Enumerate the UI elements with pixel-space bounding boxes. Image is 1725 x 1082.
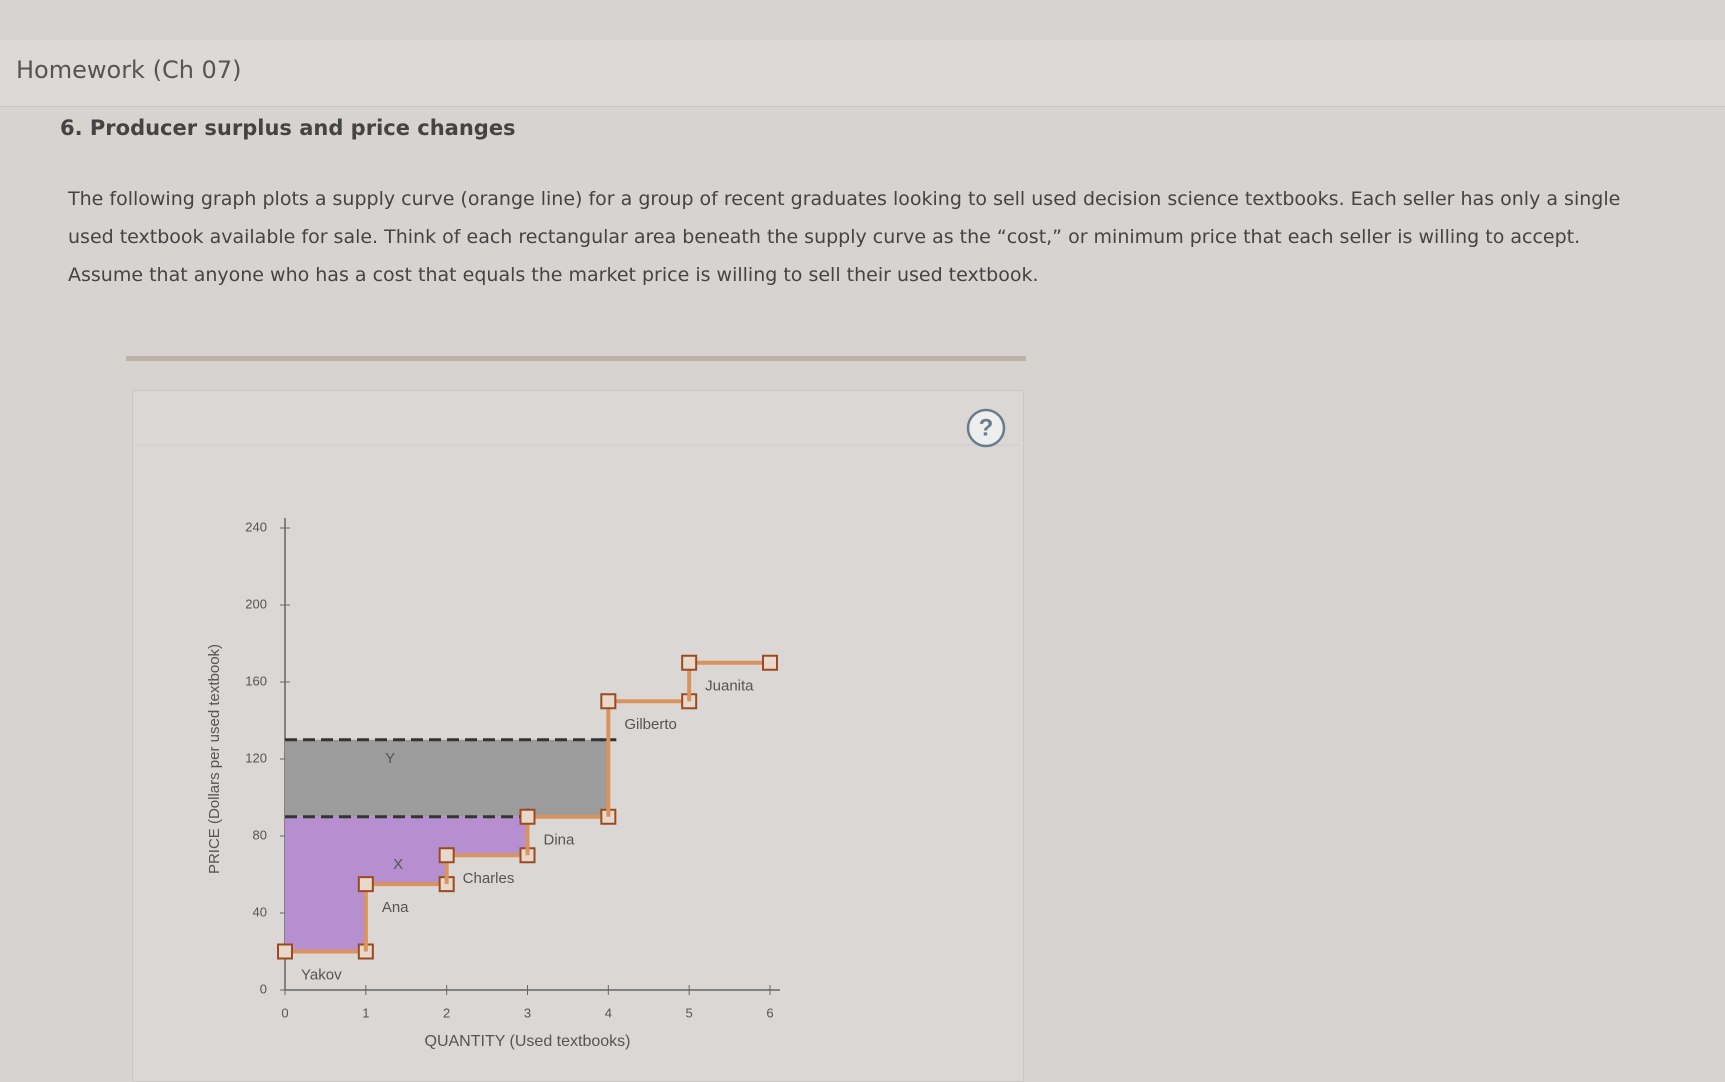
seller-label: Juanita [705, 678, 754, 695]
seller-label: Dina [544, 832, 576, 849]
help-icon[interactable]: ? [979, 414, 994, 441]
step-point [357, 876, 374, 893]
y-tick-label: 240 [245, 519, 267, 534]
seller-label: Ana [382, 899, 409, 916]
x-tick-label: 4 [605, 1005, 612, 1020]
question-text: The following graph plots a supply curve… [68, 188, 1621, 286]
y-tick-label: 80 [253, 827, 267, 842]
separator [126, 356, 1026, 361]
x-tick-label: 2 [443, 1005, 450, 1020]
y-tick-label: 160 [245, 673, 267, 688]
question-title: 6. Producer surplus and price changes [60, 116, 516, 140]
x-tick-label: 0 [281, 1005, 288, 1020]
step-point [519, 808, 536, 825]
x-tick-label: 6 [766, 1005, 773, 1020]
x-tick-label: 3 [524, 1005, 531, 1020]
area-y-label: Y [385, 750, 395, 767]
x-axis-label: QUANTITY (Used textbooks) [425, 1033, 631, 1050]
step-point [277, 943, 293, 960]
step-point [438, 847, 455, 864]
area-y [285, 739, 609, 817]
graph-panel [132, 390, 1024, 1082]
step-point [600, 693, 617, 710]
seller-label: Gilberto [624, 716, 677, 733]
x-tick-label: 5 [686, 1005, 693, 1020]
seller-label: Yakov [301, 966, 342, 983]
seller-label: Charles [463, 870, 515, 887]
help-button[interactable] [966, 408, 1006, 448]
header-title: Homework (Ch 07) [16, 56, 242, 84]
step-point [681, 654, 698, 671]
y-axis-label: PRICE (Dollars per used textbook) [206, 644, 223, 874]
y-tick-label: 40 [253, 904, 267, 919]
y-tick-label: 0 [260, 981, 267, 996]
x-tick-label: 1 [362, 1005, 369, 1020]
header: Homework (Ch 07) [0, 40, 1725, 107]
y-tick-label: 200 [245, 596, 267, 611]
area-x-label: X [393, 856, 403, 873]
step-point [762, 654, 778, 671]
y-tick-label: 120 [245, 750, 267, 765]
